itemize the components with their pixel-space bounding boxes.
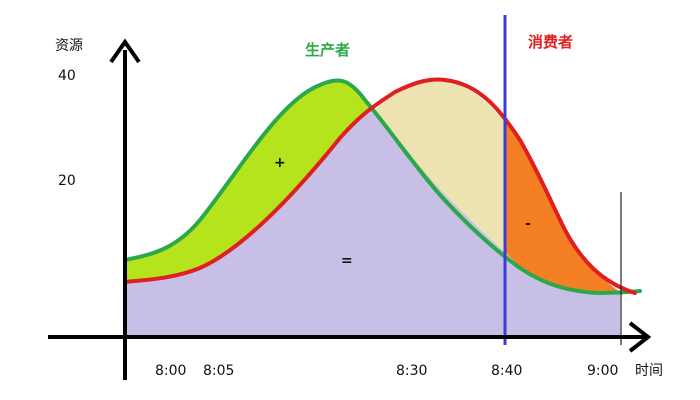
y-tick-20: 20 bbox=[58, 173, 76, 189]
equals-sign: = bbox=[341, 253, 353, 269]
x-tick-805: 8:05 bbox=[203, 363, 234, 379]
y-axis-arrow bbox=[109, 38, 141, 64]
x-tick-830: 8:30 bbox=[396, 363, 427, 379]
y-tick-40: 40 bbox=[58, 68, 76, 84]
surplus-sign: + bbox=[274, 155, 286, 171]
x-tick-840: 8:40 bbox=[491, 363, 522, 379]
deficit-area bbox=[505, 122, 620, 294]
surplus-area bbox=[125, 80, 375, 282]
x-axis-label: 时间 bbox=[635, 363, 663, 379]
x-tick-900: 9:00 bbox=[587, 363, 618, 379]
x-tick-800: 8:00 bbox=[155, 363, 186, 379]
deficit-sign: - bbox=[525, 216, 531, 232]
x-axis-arrow bbox=[628, 321, 652, 353]
consumer-peak-area bbox=[375, 80, 505, 252]
y-axis-label: 资源 bbox=[55, 38, 83, 54]
shared-area bbox=[125, 110, 620, 335]
consumer-curve bbox=[123, 77, 637, 295]
consumer-label: 消费者 bbox=[528, 33, 573, 51]
producer-label: 生产者 bbox=[305, 41, 350, 59]
producer-curve bbox=[123, 78, 642, 296]
